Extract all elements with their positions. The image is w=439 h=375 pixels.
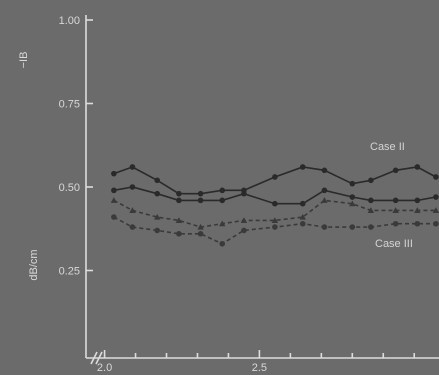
data-point bbox=[321, 187, 328, 194]
data-point bbox=[299, 200, 306, 207]
y-tick-label: 0.25 bbox=[59, 266, 80, 278]
data-point bbox=[414, 197, 421, 204]
data-point bbox=[349, 194, 356, 200]
data-point-triangle bbox=[240, 217, 248, 223]
series-label-case-iii: Case III bbox=[375, 238, 413, 250]
chart-labels: −IB dB/cm Case II Case III bbox=[18, 52, 413, 281]
data-point bbox=[129, 184, 136, 190]
data-point bbox=[241, 190, 247, 197]
x-tick-label: 2.0 bbox=[97, 362, 112, 374]
data-point bbox=[272, 174, 278, 180]
data-point-triangle bbox=[414, 207, 421, 213]
data-point bbox=[349, 180, 356, 187]
data-point-triangle bbox=[392, 207, 399, 213]
data-point bbox=[197, 230, 204, 237]
data-point bbox=[154, 190, 161, 197]
data-point bbox=[433, 174, 439, 180]
data-point bbox=[176, 197, 182, 204]
data-point bbox=[414, 220, 421, 227]
x-axis-break-mark bbox=[95, 351, 103, 365]
y-tick-label: 1.00 bbox=[59, 15, 80, 27]
data-point bbox=[129, 224, 136, 230]
data-point-triangle bbox=[432, 207, 439, 213]
data-point bbox=[392, 197, 399, 204]
data-point bbox=[111, 214, 117, 220]
data-point bbox=[392, 167, 399, 174]
y-axis-label-top: −IB bbox=[18, 52, 30, 69]
data-point bbox=[368, 224, 374, 230]
data-point bbox=[154, 177, 161, 184]
y-tick-label: 0.50 bbox=[59, 182, 80, 194]
data-point-triangle bbox=[175, 217, 183, 223]
data-point bbox=[392, 220, 399, 227]
data-point-triangle bbox=[219, 220, 226, 227]
data-point-triangle bbox=[154, 213, 161, 220]
data-point-triangle bbox=[271, 217, 279, 223]
data-point bbox=[414, 164, 421, 170]
x-axis-break-mark bbox=[90, 351, 98, 365]
data-point bbox=[321, 224, 328, 230]
data-point bbox=[433, 220, 439, 227]
data-point bbox=[368, 177, 374, 184]
data-point bbox=[154, 227, 161, 234]
data-point-triangle bbox=[349, 200, 356, 207]
data-point bbox=[321, 167, 328, 174]
data-point bbox=[299, 164, 306, 170]
data-point bbox=[219, 197, 226, 204]
data-point-triangle bbox=[299, 213, 306, 220]
x-tick-label: 2.5 bbox=[252, 362, 267, 374]
data-point bbox=[111, 187, 117, 194]
data-point bbox=[272, 224, 278, 230]
data-point bbox=[129, 164, 136, 170]
data-point bbox=[197, 197, 204, 204]
chart-ticks: 0.25 0.50 0.75 1.00 2.0 2.5 bbox=[59, 15, 416, 374]
series-line-1 bbox=[113, 166, 437, 195]
y-tick-label: 0.75 bbox=[59, 99, 80, 111]
y-axis-label: dB/cm bbox=[28, 249, 40, 280]
data-point bbox=[368, 197, 374, 204]
data-point bbox=[299, 220, 306, 227]
data-point bbox=[349, 224, 356, 230]
data-point-triangle bbox=[367, 207, 375, 213]
chart-series bbox=[110, 164, 439, 247]
data-point bbox=[219, 240, 226, 247]
data-point bbox=[111, 170, 117, 177]
data-point bbox=[219, 187, 226, 194]
data-point bbox=[197, 190, 204, 197]
series-label-case-ii: Case II bbox=[370, 141, 405, 153]
data-point bbox=[272, 200, 278, 207]
data-point-triangle bbox=[321, 197, 328, 203]
data-point-triangle bbox=[197, 223, 204, 230]
data-point-triangle bbox=[110, 197, 118, 203]
data-point bbox=[433, 194, 439, 200]
data-point bbox=[241, 227, 247, 234]
data-point-triangle bbox=[129, 207, 136, 213]
data-point bbox=[176, 190, 182, 197]
data-point bbox=[176, 230, 182, 237]
